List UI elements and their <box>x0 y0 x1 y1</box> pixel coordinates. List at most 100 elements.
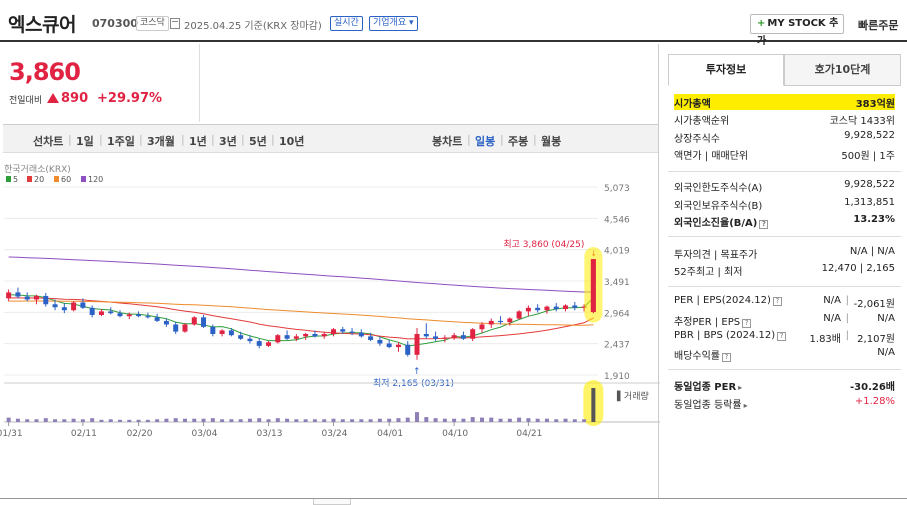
tab-period-1w[interactable]: 1주일 <box>107 135 135 148</box>
info-value: 383억원 <box>855 99 895 110</box>
volume-bar <box>452 418 457 422</box>
chevron-down-icon: ▾ <box>409 18 414 28</box>
x-tick-label: 03/24 <box>321 429 347 439</box>
volume-bar <box>359 419 364 422</box>
candle-body <box>136 314 142 317</box>
volume-bar <box>368 419 373 422</box>
volume-bar <box>461 418 466 422</box>
help-icon[interactable]: ? <box>777 332 787 341</box>
help-icon[interactable]: ? <box>722 353 731 362</box>
ma-legend-label: 20 <box>34 175 44 184</box>
y-tick-label: 4,546 <box>604 215 630 225</box>
volume-bar <box>247 418 252 422</box>
candle-body <box>488 320 494 325</box>
volume-bar <box>517 417 522 422</box>
info-value: N/A | N/A <box>849 246 895 257</box>
info-label: 투자의견 | 목표주가 <box>674 250 758 261</box>
candle-body <box>71 302 77 311</box>
info-value: 13.23% <box>853 214 895 225</box>
candle-body <box>507 318 513 323</box>
realtime-button[interactable]: 실시간 <box>330 16 363 31</box>
info-value: 12,470 | 2,165 <box>821 263 895 274</box>
volume-bar <box>331 418 336 422</box>
tab-line-chart[interactable]: 선차트 <box>33 135 64 148</box>
tab-period-1d[interactable]: 1일 <box>76 135 94 148</box>
info-label: 시가총액순위 <box>674 116 730 127</box>
help-icon[interactable]: ? <box>759 220 769 229</box>
volume-bar <box>220 419 225 422</box>
info-row-opinion-target-price: 투자의견 | 목표주가 N/A | N/A <box>674 245 895 261</box>
info-label: 상장주식수 <box>674 134 720 145</box>
group-divider <box>668 171 901 172</box>
info-row-dividend-yield: 배당수익률? N/A <box>674 346 895 362</box>
help-icon[interactable]: ? <box>742 319 752 328</box>
tab-candle-chart[interactable]: 봉차트 <box>432 135 463 148</box>
quick-order-link[interactable]: 빠른주문 <box>858 19 899 32</box>
ma-legend-swatch <box>6 176 11 182</box>
help-icon[interactable]: ? <box>772 297 782 306</box>
info-value: 1,313,851 <box>844 197 895 208</box>
info-value: 2,107원 <box>857 334 895 345</box>
volume-bar <box>118 419 123 422</box>
candle-body <box>275 335 281 343</box>
x-tick-label: 02/11 <box>71 429 97 439</box>
tab-period-3y[interactable]: 3년 <box>219 135 237 148</box>
tab-period-1y[interactable]: 1년 <box>189 135 207 148</box>
current-price: 3,860 <box>9 58 81 86</box>
info-value: +1.28% <box>854 396 895 407</box>
volume-bar <box>90 418 95 422</box>
candle-body <box>108 311 114 314</box>
info-row-par-value-trading-unit: 액면가 | 매매단위 500원 | 1주 <box>674 146 895 162</box>
add-mystock-button[interactable]: + MY STOCK 추가 <box>750 14 844 47</box>
volume-bar <box>479 417 484 422</box>
volume-bar <box>266 419 271 422</box>
candle-body <box>470 329 476 339</box>
candle-body <box>340 329 346 332</box>
candle-body <box>219 330 225 334</box>
y-tick-label: 3,491 <box>604 278 630 288</box>
tab-period-3m[interactable]: 3개월 <box>147 135 175 148</box>
volume-bar <box>442 418 447 422</box>
info-row-foreign-held-shares: 외국인보유주식수(B) 1,313,851 <box>674 196 895 212</box>
volume-bar <box>387 418 392 422</box>
x-tick-label: 02/20 <box>127 429 153 439</box>
tab-investment-info[interactable]: 투자정보 <box>668 54 784 86</box>
tab-orderbook-10[interactable]: 호가10단계 <box>784 54 901 86</box>
change-label: 전일대비 <box>9 96 43 106</box>
company-overview-dropdown[interactable]: 기업개요 ▾ <box>369 16 418 31</box>
candle-body <box>145 316 151 318</box>
candle-body <box>386 343 392 348</box>
candle-body <box>89 307 95 315</box>
tab-candle-monthly[interactable]: 월봉 <box>541 135 562 148</box>
ma-legend-swatch <box>27 176 32 182</box>
candle-body <box>117 313 123 317</box>
tab-candle-weekly[interactable]: 주봉 <box>508 135 529 148</box>
plus-icon: + <box>757 18 766 29</box>
y-tick-label: 5,073 <box>604 184 630 194</box>
info-label: 시가총액 <box>674 99 711 110</box>
volume-bar <box>303 419 308 422</box>
candle-body <box>126 314 132 317</box>
info-label: PBR | BPS (2024.12)? <box>674 330 787 341</box>
info-value: N/A <box>877 313 895 324</box>
candle-body <box>33 295 39 300</box>
candle-body <box>516 311 522 319</box>
ma-legend-label: 5 <box>13 175 18 184</box>
candle-body <box>80 302 86 308</box>
volume-bar <box>80 419 85 422</box>
candle-body <box>423 333 429 337</box>
info-value-primary: 1.83배 <box>809 334 841 345</box>
info-row-listed-shares: 상장주식수 9,928,522 <box>674 129 895 145</box>
candle-body <box>525 307 531 312</box>
tab-period-5y[interactable]: 5년 <box>249 135 267 148</box>
x-tick-label: 04/10 <box>442 429 468 439</box>
market-badge: 코스닥 <box>136 16 169 31</box>
tab-candle-daily[interactable]: 일봉 <box>475 135 496 148</box>
tab-separator: | <box>211 133 215 146</box>
tab-period-10y[interactable]: 10년 <box>279 135 305 148</box>
info-value: 500원 | 1주 <box>841 151 895 162</box>
candle-body <box>293 336 299 339</box>
expand-handle[interactable] <box>313 499 351 505</box>
price-chart[interactable]: 한국거래소(KRX) 5 20 60 120 5,073 4,546 4,019 3,491 2,… <box>0 154 660 498</box>
info-row-per-eps: PER | EPS(2024.12)? N/A | -2,061원 <box>674 294 895 310</box>
